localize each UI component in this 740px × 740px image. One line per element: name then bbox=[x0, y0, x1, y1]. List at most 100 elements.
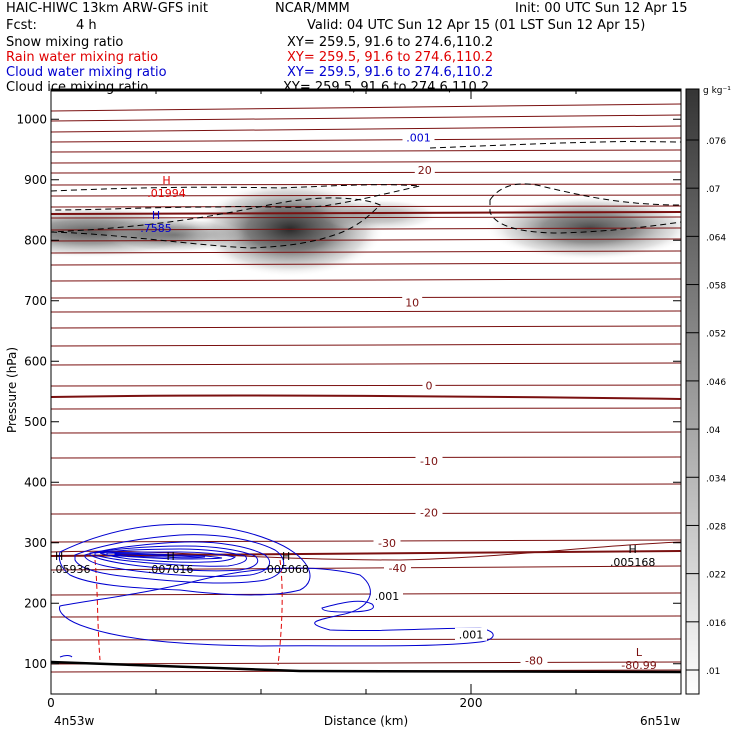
contour-label: .001 bbox=[375, 590, 400, 603]
y-tick-label: 200 bbox=[24, 596, 47, 610]
colorbar-tick-label: .022 bbox=[706, 571, 726, 581]
colorbar-tick-label: .064 bbox=[706, 233, 726, 243]
ground-line bbox=[51, 660, 681, 674]
cloud-water-contour bbox=[94, 548, 247, 567]
cloud-water-contour bbox=[59, 655, 73, 658]
y-tick-label: 1000 bbox=[16, 112, 47, 126]
temperature-contour bbox=[51, 205, 681, 208]
snow-contour bbox=[51, 197, 381, 249]
valid-time: Valid: 04 UTC Sun 12 Apr 15 (01 LST Sun … bbox=[307, 18, 646, 33]
temperature-contour bbox=[51, 125, 681, 133]
y-tick-label: 600 bbox=[24, 354, 47, 368]
cloud-water-contour bbox=[89, 545, 259, 572]
extremum-value: .005068 bbox=[263, 563, 309, 576]
colorbar-tick-label: .046 bbox=[706, 378, 726, 388]
colorbar-tick-label: .04 bbox=[706, 426, 721, 436]
y-tick-label: 700 bbox=[24, 294, 47, 308]
colorbar-tick-label: .034 bbox=[706, 474, 726, 484]
field-name-snow: Snow mixing ratio bbox=[6, 35, 124, 50]
temperature-contour bbox=[51, 512, 681, 515]
field-xy-snow: XY= 259.5, 91.6 to 274.6,110.2 bbox=[287, 35, 494, 50]
contour-label-bg bbox=[414, 163, 435, 177]
temperature-contour bbox=[51, 227, 681, 231]
contour-label: .001 bbox=[459, 629, 484, 642]
cloud-water-contour bbox=[114, 553, 206, 559]
temperature-contour bbox=[51, 343, 681, 347]
cloud-water-contour bbox=[99, 551, 237, 563]
temperature-contour bbox=[51, 238, 681, 242]
x-tick-label: 200 bbox=[460, 696, 483, 710]
snow-contours bbox=[51, 141, 681, 249]
temperature-label: -80 bbox=[525, 655, 543, 668]
colorbar-tick-label: .016 bbox=[706, 619, 726, 629]
contour-label-bg bbox=[373, 535, 401, 549]
extremum-marker: H bbox=[162, 174, 170, 187]
x-tick-label: 0 bbox=[47, 696, 55, 710]
temperature-contour bbox=[51, 171, 681, 174]
field-name-cloud-water: Cloud water mixing ratio bbox=[6, 65, 167, 80]
temperature-contour bbox=[51, 407, 681, 410]
cloud-water-contour bbox=[58, 523, 311, 596]
temperature-contour-bold bbox=[51, 394, 681, 400]
contour-label-bg bbox=[402, 130, 435, 144]
colorbar-tick-label: .052 bbox=[706, 330, 726, 340]
contour-label-bg bbox=[520, 653, 548, 667]
snow-contour bbox=[429, 141, 681, 149]
temperature-contour bbox=[51, 431, 681, 434]
snow-contour bbox=[51, 184, 421, 211]
init-time: Init: 00 UTC Sun 12 Apr 15 bbox=[515, 1, 688, 16]
temperature-contour bbox=[51, 278, 681, 282]
temperature-contour bbox=[51, 183, 681, 186]
temperature-label: 0 bbox=[426, 379, 433, 392]
temperature-contour bbox=[51, 262, 681, 266]
cloud-water-contour bbox=[59, 567, 494, 647]
extremum-marker: H bbox=[55, 550, 63, 563]
colorbar: g kg⁻¹ .01 .016 .022 .028 .034 .04 .046 .052 .05… bbox=[685, 86, 731, 695]
cloud-water-contour bbox=[74, 534, 285, 584]
contour-label-bg bbox=[455, 627, 487, 641]
y-tick-label: 900 bbox=[24, 173, 47, 187]
temperature-contour bbox=[51, 661, 681, 665]
extremum-marker: H bbox=[282, 550, 290, 563]
temperature-label: -20 bbox=[420, 507, 438, 520]
colorbar-unit: g kg⁻¹ bbox=[703, 86, 731, 96]
temperature-label: 20 bbox=[418, 164, 432, 177]
cloud-water-contour bbox=[106, 552, 223, 560]
right-endpoint-label: 6n51w bbox=[640, 714, 681, 728]
temperature-contour bbox=[51, 296, 681, 299]
temperature-contour bbox=[51, 362, 681, 366]
colorbar-tick-label: .076 bbox=[706, 137, 726, 147]
extremum-value: .007016 bbox=[148, 563, 194, 576]
field-xy-cloud-water: XY= 259.5, 91.6 to 274.6,110.2 bbox=[287, 65, 494, 80]
extremum-marker: H bbox=[167, 550, 175, 563]
contour-label-bg bbox=[422, 378, 436, 392]
temperature-contour bbox=[51, 565, 681, 571]
contour-label-bg bbox=[415, 454, 443, 468]
temperature-label: -10 bbox=[420, 455, 438, 468]
contour-label-bg bbox=[402, 295, 423, 309]
temperature-contour bbox=[51, 539, 681, 543]
temperature-contour bbox=[51, 325, 681, 329]
temperature-contour bbox=[51, 137, 681, 143]
y-tick-label: 400 bbox=[24, 475, 47, 489]
temperature-contour bbox=[51, 638, 681, 641]
temperature-contour bbox=[51, 456, 681, 459]
contour-label: .001 bbox=[406, 131, 431, 144]
temperature-contour bbox=[51, 216, 681, 219]
extremum-value: .05936 bbox=[52, 563, 91, 576]
extremum-value: .01994 bbox=[147, 187, 186, 200]
temperature-contour bbox=[51, 114, 681, 122]
temperature-contour bbox=[51, 149, 681, 153]
temperature-label: -40 bbox=[389, 562, 407, 575]
cloud-water-contour bbox=[321, 600, 374, 613]
temperature-contours bbox=[51, 103, 681, 673]
temperature-contours-bold bbox=[51, 211, 681, 557]
temperature-contour bbox=[51, 160, 681, 164]
colorbar-tick-label: .058 bbox=[706, 282, 726, 292]
temperature-contour bbox=[51, 194, 681, 197]
snow-contour bbox=[489, 183, 681, 234]
x-axis: 0 200 bbox=[47, 89, 577, 710]
forecast-value: 4 h bbox=[76, 18, 97, 33]
